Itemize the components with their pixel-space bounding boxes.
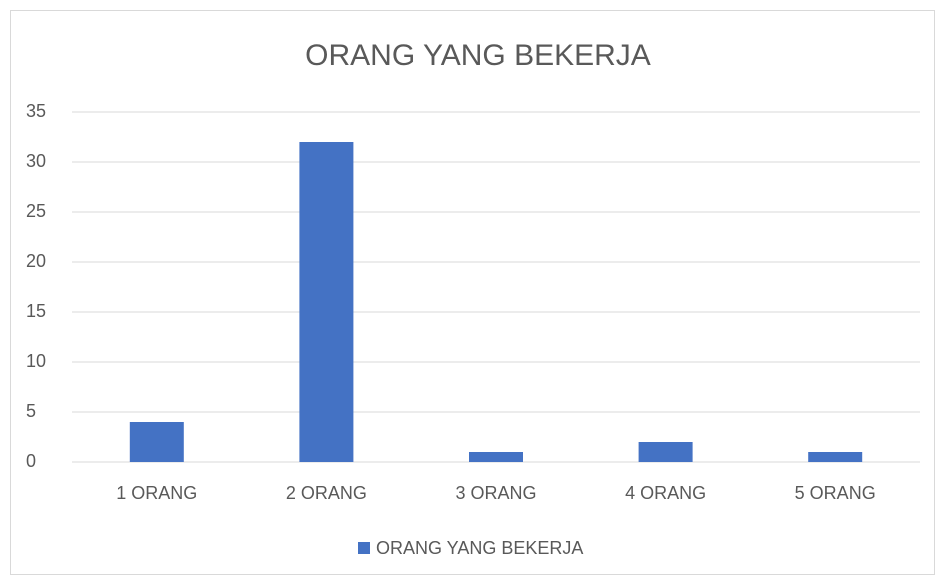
x-tick-label: 2 ORANG (286, 483, 367, 503)
x-tick-label: 5 ORANG (795, 483, 876, 503)
chart-border (10, 10, 935, 575)
bar (129, 422, 184, 462)
legend-label: ORANG YANG BEKERJA (376, 538, 583, 558)
x-tick-label: 3 ORANG (455, 483, 536, 503)
y-tick-label: 35 (26, 101, 46, 121)
x-tick-label: 4 ORANG (625, 483, 706, 503)
bar (638, 442, 693, 462)
chart-title: ORANG YANG BEKERJA (305, 39, 651, 72)
legend-swatch (358, 542, 370, 554)
y-tick-label: 30 (26, 151, 46, 171)
y-tick-label: 25 (26, 201, 46, 221)
y-tick-label: 0 (26, 451, 36, 471)
x-tick-label: 1 ORANG (116, 483, 197, 503)
y-tick-label: 20 (26, 251, 46, 271)
y-tick-label: 10 (26, 351, 46, 371)
y-tick-label: 15 (26, 301, 46, 321)
bar (469, 452, 523, 462)
bar (299, 142, 354, 462)
bar (808, 452, 863, 462)
y-tick-label: 5 (26, 401, 36, 421)
